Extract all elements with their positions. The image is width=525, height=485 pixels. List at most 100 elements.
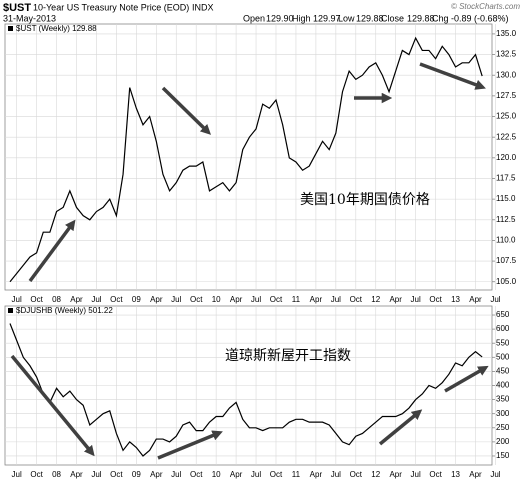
y-tick-label: 400 (496, 381, 510, 390)
annotation: 道琼斯新屋开工指数 (225, 348, 351, 364)
y-tick-label: 107.5 (496, 256, 517, 265)
x-tick-label: Oct (110, 295, 123, 304)
x-tick-label: Apr (230, 470, 243, 479)
y-tick-label: 115.0 (496, 194, 516, 203)
x-tick-label: Apr (70, 295, 83, 304)
y-tick-label: 122.5 (496, 132, 517, 141)
arrow (157, 430, 223, 460)
x-tick-label: 12 (371, 470, 380, 479)
arrow (444, 365, 489, 393)
arrow (378, 409, 423, 446)
legend-label: $UST (Weekly) 129.88 (16, 24, 97, 33)
y-tick-label: 125.0 (496, 112, 517, 121)
x-tick-label: Oct (429, 470, 442, 479)
x-tick-label: Oct (429, 295, 442, 304)
x-tick-label: Oct (270, 295, 283, 304)
x-tick-label: Apr (389, 295, 402, 304)
x-tick-label: Oct (30, 295, 43, 304)
y-tick-label: 120.0 (496, 153, 517, 162)
y-tick-label: 127.5 (496, 91, 517, 100)
arrow (419, 62, 486, 90)
chg-value: -0.89 (-0.68%) (451, 13, 509, 23)
legend-label: $DJUSHB (Weekly) 501.22 (16, 306, 113, 315)
x-tick-label: 11 (292, 295, 301, 304)
x-tick-label: 13 (451, 470, 460, 479)
y-tick-label: 600 (496, 324, 510, 333)
price-line (9, 36, 483, 283)
x-tick-label: Jul (91, 295, 101, 304)
x-tick-label: Apr (70, 470, 83, 479)
open-value: 129.90 (266, 13, 294, 23)
x-tick-label: Oct (110, 470, 123, 479)
x-tick-label: Apr (150, 470, 163, 479)
x-tick-label: 09 (132, 470, 141, 479)
x-tick-label: 12 (371, 295, 380, 304)
low-value: 129.88 (356, 13, 384, 23)
x-tick-label: Oct (350, 470, 363, 479)
y-tick-label: 350 (496, 395, 510, 404)
x-tick-label: Apr (469, 295, 482, 304)
arrow (28, 219, 76, 283)
legend-swatch (8, 26, 13, 31)
plots: 105.0 107.5 110.0 112.5 115.0 117.5 120.0 122.5… (4, 23, 517, 479)
x-tick-label: Apr (310, 470, 323, 479)
annotation: 美国10年期国债价格 (300, 192, 430, 208)
x-tick-label: Oct (350, 295, 363, 304)
close-value: 129.88 (407, 13, 435, 23)
arrows (10, 62, 489, 460)
x-tick-label: Apr (469, 470, 482, 479)
x-tick-label: Jul (331, 470, 341, 479)
x-tick-label: Jul (12, 470, 22, 479)
y-tick-label: 132.5 (496, 50, 517, 59)
high-value: 129.97 (313, 13, 341, 23)
y-tick-label: 130.0 (496, 70, 517, 79)
x-tick-label: Jul (251, 295, 261, 304)
x-tick-label: Oct (270, 470, 283, 479)
x-tick-label: Oct (30, 470, 43, 479)
arrow (10, 354, 95, 457)
x-tick-label: 09 (132, 295, 141, 304)
x-tick-label: Jul (171, 470, 181, 479)
x-tick-label: Apr (310, 295, 323, 304)
high-label: High (292, 13, 311, 23)
x-tick-label: 08 (52, 295, 61, 304)
x-tick-label: Jul (490, 295, 500, 304)
y-tick-label: 650 (496, 310, 510, 319)
y-tick-label: 105.0 (496, 277, 517, 286)
x-tick-label: Apr (150, 295, 163, 304)
arrow (161, 86, 212, 135)
x-tick-label: Jul (411, 470, 421, 479)
x-tick-label: 10 (212, 470, 221, 479)
x-tick-label: 08 (52, 470, 61, 479)
x-tick-label: Jul (490, 470, 500, 479)
x-tick-label: Jul (251, 470, 261, 479)
x-tick-label: Oct (190, 295, 203, 304)
x-tick-label: 11 (292, 470, 301, 479)
y-tick-label: 550 (496, 338, 510, 347)
x-tick-label: Oct (190, 470, 203, 479)
y-tick-label: 110.0 (496, 236, 516, 245)
price-line (9, 323, 483, 457)
plot-area (4, 23, 493, 291)
chg-label: Chg (432, 13, 449, 23)
y-tick-label: 250 (496, 423, 510, 432)
open-label: Open (243, 13, 265, 23)
exchange: INDX (192, 2, 214, 12)
x-tick-label: 10 (212, 295, 221, 304)
y-tick-label: 300 (496, 409, 510, 418)
y-tick-label: 135.0 (496, 29, 517, 38)
source: © StockCharts.com (451, 2, 520, 11)
x-tick-label: Jul (12, 295, 22, 304)
y-tick-label: 200 (496, 437, 510, 446)
y-tick-label: 150 (496, 451, 510, 460)
symbol: $UST (3, 2, 31, 14)
close-label: Close (381, 13, 404, 23)
x-tick-label: 13 (451, 295, 460, 304)
y-tick-label: 450 (496, 367, 510, 376)
date: 31-May-2013 (3, 13, 56, 23)
x-tick-label: Jul (171, 295, 181, 304)
x-tick-label: Apr (389, 470, 402, 479)
instrument-name: 10-Year US Treasury Note Price (EOD) (33, 2, 189, 12)
x-tick-label: Jul (411, 295, 421, 304)
